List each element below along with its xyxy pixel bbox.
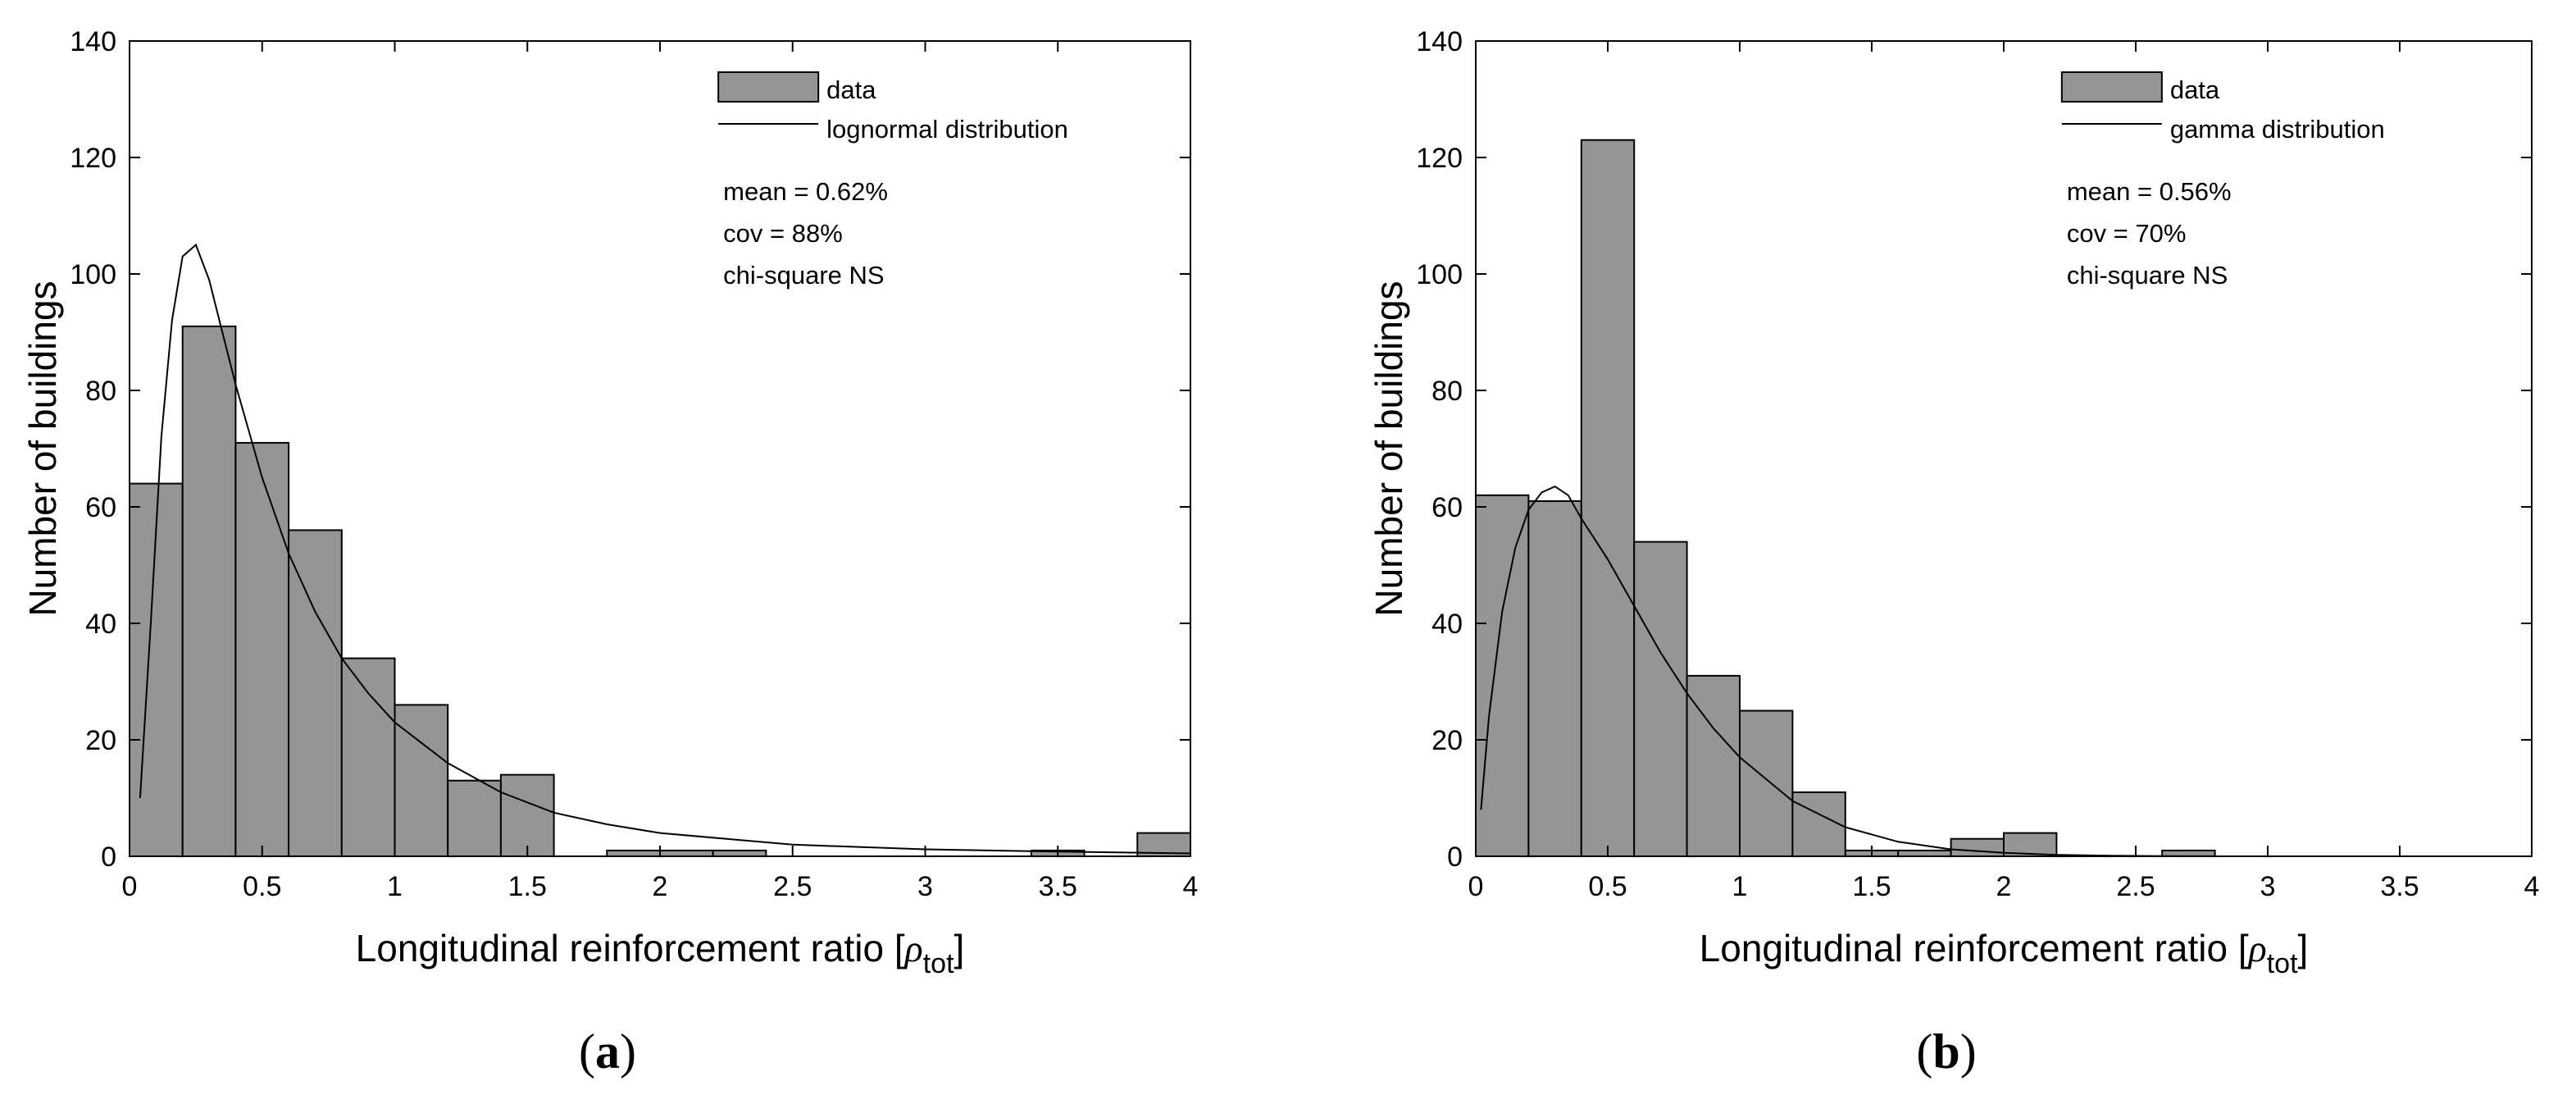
x-tick-label: 2 [653,871,668,902]
x-axis-label: Longitudinal reinforcement ratio [ρtot] [1700,927,2309,979]
y-tick-label: 80 [1431,376,1463,407]
x-tick-label: 4 [1183,871,1199,902]
x-tick-label: 1.5 [508,871,547,902]
x-tick-label: 3.5 [1039,871,1077,902]
x-axis-label-main: Longitudinal reinforcement ratio [ [1700,927,2249,969]
histogram-bars [129,325,1192,858]
histogram-bar-9 [1950,837,2005,858]
x-tick-label: 3.5 [2380,871,2419,902]
plot-frame [129,40,1191,857]
legend-line-label: lognormal distribution [826,115,1068,144]
x-tick-label: 0 [1468,871,1484,902]
histogram-bar-7 [499,773,555,857]
histogram-bar-10 [659,849,714,858]
histogram-bar-8 [1897,849,1952,858]
y-axis-label: Number of buildings [1368,281,1410,616]
fit-curve-layer [1480,485,2215,857]
legend: data gamma distribution [2060,71,2385,144]
legend-line-label: gamma distribution [2170,115,2385,144]
histogram-bar-0 [129,482,184,857]
x-axis-label-rho: ρ [903,928,923,969]
x-tick-label: 0.5 [1588,871,1627,902]
y-axis-label: Number of buildings [21,281,64,616]
y-tick-label: 20 [85,725,116,756]
panel-label: (a) [579,1024,636,1079]
x-tick-label: 2 [1996,871,2012,902]
histogram-bar-4 [340,657,396,857]
x-axis-label: Longitudinal reinforcement ratio [ρtot] [356,927,965,979]
gamma-fit-curve [1480,485,2215,857]
stat-cov: cov = 70% [2067,219,2187,248]
y-tick-label: 0 [1447,842,1463,873]
x-tick-label: 0.5 [243,871,281,902]
x-tick-label: 3 [917,871,933,902]
stat-mean: mean = 0.56% [2067,177,2232,206]
x-tick-label: 3 [2260,871,2276,902]
legend-bar-swatch [2060,71,2163,103]
legend-bar-swatch [717,71,820,103]
panel-label: (b) [1916,1024,1976,1079]
x-tick-label: 2.5 [773,871,812,902]
histogram-bar-3 [288,529,343,858]
legend: data lognormal distribution [717,71,1068,144]
histogram-bar-2 [234,441,290,858]
x-tick-label: 0 [122,871,138,902]
histogram-bars [1475,139,2216,858]
y-tick-label: 120 [70,143,116,174]
y-tick-label: 120 [1416,143,1463,174]
histogram-bar-2 [1580,139,1636,857]
plot-frame [1475,40,2533,857]
lognormal-fit-curve [139,243,1191,855]
x-axis-label-sub: tot [923,948,954,979]
x-axis-label-rho: ρ [2247,928,2267,969]
legend-bar-label: data [2170,75,2220,104]
x-tick-label: 1 [387,871,403,902]
y-tick-label: 0 [101,842,116,873]
stats-annotation: mean = 0.56% cov = 70% chi-square NS [2067,177,2232,290]
stat-mean: mean = 0.62% [723,177,888,206]
stat-cov: cov = 88% [723,219,843,248]
y-tick-label: 140 [1416,26,1463,57]
y-tick-label: 40 [1431,609,1463,640]
x-tick-label: 1.5 [1852,871,1891,902]
stat-test: chi-square NS [723,261,884,290]
y-tick-label: 20 [1431,725,1463,756]
histogram-bar-0 [1475,494,1530,857]
y-tick-label: 60 [1431,492,1463,523]
x-tick-label: 2.5 [2116,871,2155,902]
x-axis-label-close: ] [954,927,965,969]
x-axis-label-sub: tot [2267,948,2298,979]
histogram-bar-6 [447,779,502,858]
stat-test: chi-square NS [2067,261,2228,290]
histogram-bar-5 [1739,709,1794,857]
stats-annotation: mean = 0.62% cov = 88% chi-square NS [723,177,888,290]
histogram-bar-11 [712,849,767,858]
y-tick-label: 100 [70,259,116,290]
y-tick-label: 140 [70,26,116,57]
y-tick-label: 40 [85,609,116,640]
y-tick-label: 60 [85,492,116,523]
x-tick-label: 1 [1732,871,1748,902]
histogram-bar-9 [606,849,661,858]
histogram-bar-1 [181,325,237,857]
histogram-bar-6 [1791,791,1846,858]
x-axis-label-close: ] [2298,927,2309,969]
y-tick-label: 100 [1416,259,1463,290]
x-tick-label: 4 [2524,871,2540,902]
legend-bar-label: data [826,75,876,104]
x-axis-label-main: Longitudinal reinforcement ratio [ [356,927,905,969]
histogram-bar-3 [1633,541,1688,857]
fit-curve-layer [139,243,1191,855]
histogram-bar-1 [1527,500,1582,858]
y-tick-label: 80 [85,376,116,407]
